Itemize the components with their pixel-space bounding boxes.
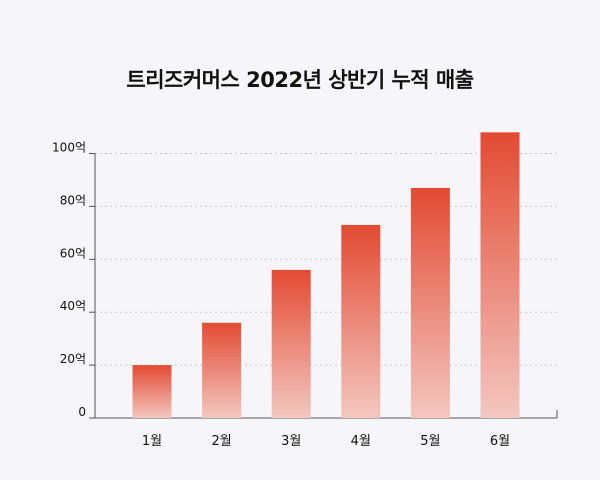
y-tick-label: 60억 (60, 246, 86, 260)
x-tick-label: 4월 (351, 434, 371, 449)
y-tick-label: 0 (78, 405, 86, 419)
labels: 0 20억 40억 60억 80억 100억 1월 2월 3월 4월 5월 6월 (52, 141, 510, 449)
bar (202, 322, 242, 418)
x-tick-label: 5월 (420, 434, 440, 449)
x-tick-label: 3월 (281, 434, 301, 449)
y-tick-label: 20억 (60, 352, 86, 366)
bar (480, 132, 520, 418)
x-tick-label: 6월 (490, 434, 510, 449)
bar (410, 187, 450, 418)
x-tick-label: 1월 (142, 434, 162, 449)
y-tick-label: 40억 (60, 299, 86, 313)
bar (132, 365, 172, 418)
bar (341, 224, 381, 418)
chart-title: 트리즈커머스 2022년 상반기 누적 매출 (126, 68, 474, 92)
gridlines (95, 153, 557, 366)
axes (89, 153, 558, 419)
y-tick-label: 80억 (60, 193, 86, 207)
bars (132, 132, 520, 418)
bar (271, 269, 311, 418)
y-tick-label: 100억 (52, 141, 86, 155)
x-tick-label: 2월 (211, 434, 231, 449)
